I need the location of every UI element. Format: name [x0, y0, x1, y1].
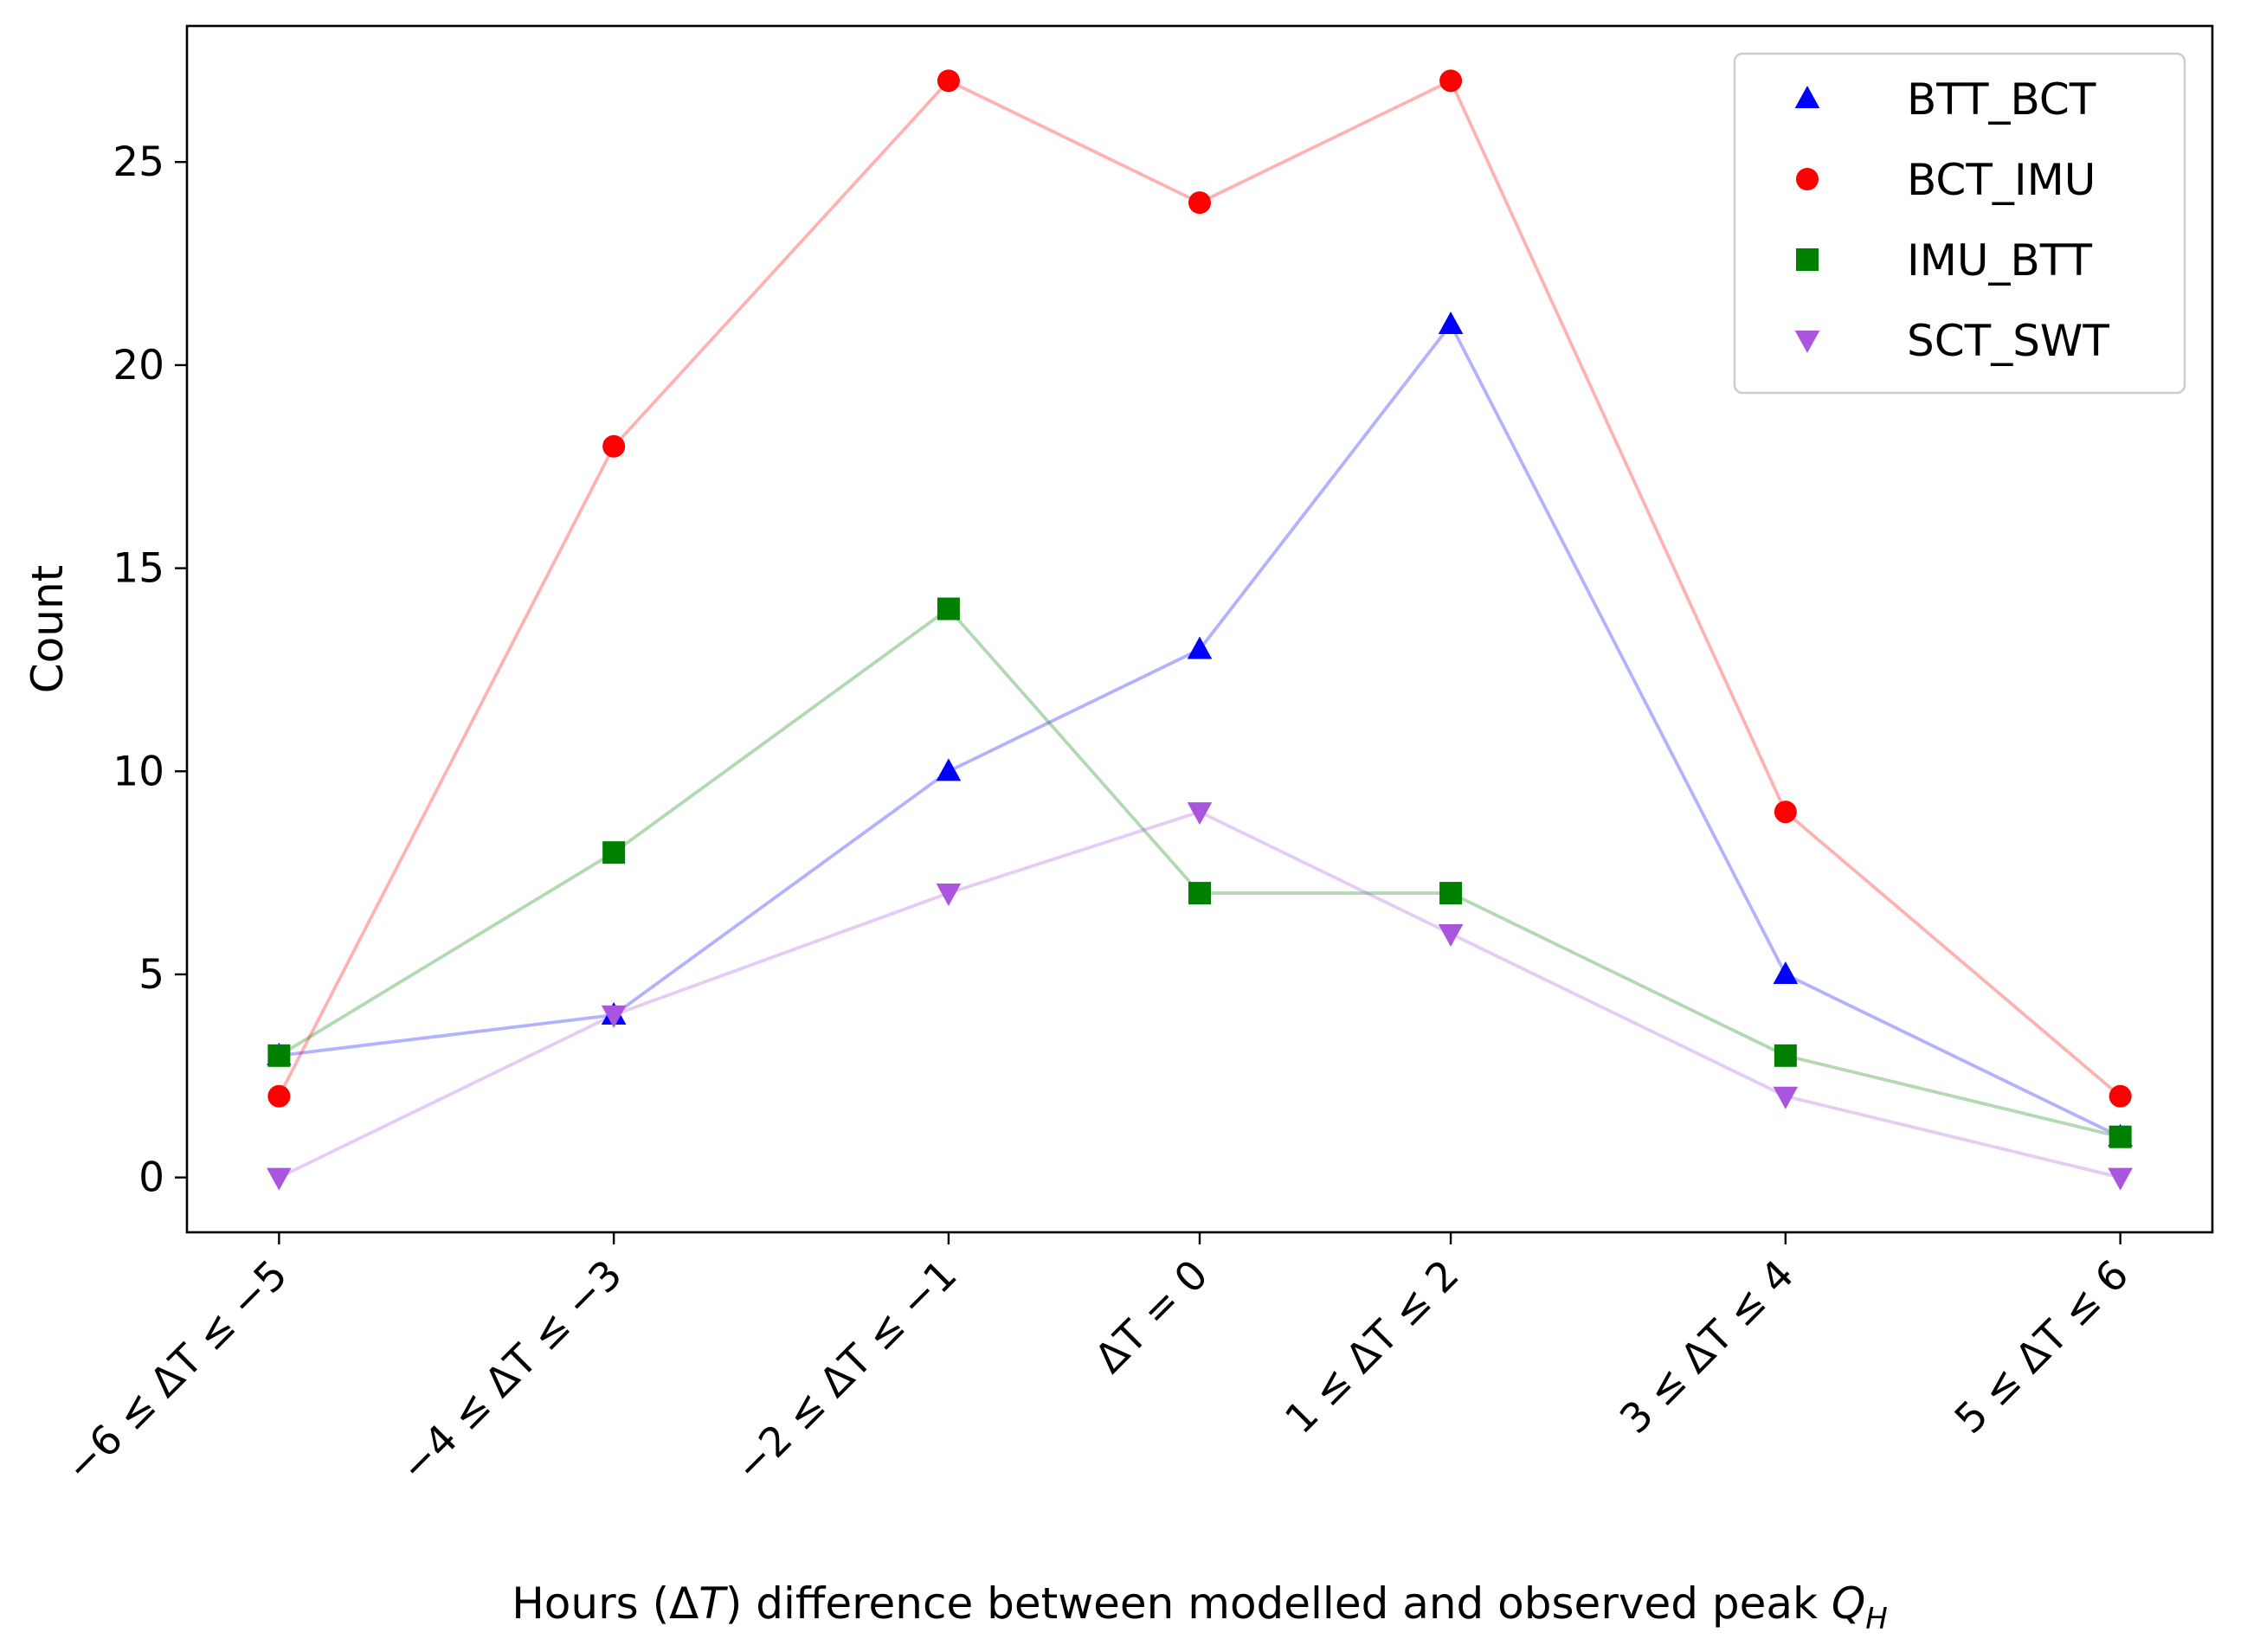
- data-point-sct-swt: [1773, 1086, 1799, 1109]
- data-point-bct-imu: [1188, 191, 1211, 215]
- data-point-btt-bct: [1438, 312, 1464, 335]
- y-tick-label: 0: [138, 1154, 164, 1202]
- y-axis-label: Count: [23, 565, 73, 694]
- y-tick-label: 15: [113, 545, 164, 593]
- data-point-sct-swt: [2108, 1167, 2133, 1191]
- data-point-imu-btt: [602, 841, 626, 865]
- data-point-bct-imu: [267, 1084, 291, 1108]
- legend-marker-btt-bct: [1794, 86, 1820, 109]
- x-axis-label: Hours (ΔT) difference between modelled a…: [512, 1578, 1888, 1636]
- data-point-bct-imu: [2109, 1084, 2132, 1108]
- data-point-bct-imu: [602, 434, 626, 458]
- data-point-bct-imu: [1439, 69, 1463, 93]
- data-point-imu-btt: [1188, 882, 1211, 905]
- data-point-imu-btt: [267, 1044, 291, 1067]
- data-point-imu-btt: [937, 597, 960, 620]
- data-point-bct-imu: [937, 69, 960, 93]
- y-tick-label: 5: [138, 951, 164, 999]
- x-axis-label-text: Hours (Δ: [512, 1578, 699, 1629]
- data-point-bct-imu: [1774, 800, 1797, 824]
- data-point-imu-btt: [2109, 1125, 2132, 1148]
- data-point-sct-swt: [267, 1167, 292, 1191]
- legend-label-bct-imu: BCT_IMU: [1907, 155, 2096, 205]
- data-point-sct-swt: [1187, 802, 1213, 826]
- legend-marker-bct-imu: [1796, 168, 1819, 190]
- legend-marker-sct-swt: [1794, 330, 1820, 353]
- legend-label-sct-swt: SCT_SWT: [1907, 316, 2109, 366]
- data-point-imu-btt: [1774, 1044, 1797, 1067]
- data-point-sct-swt: [601, 1005, 627, 1028]
- x-axis-label-text: ) difference between modelled and observ…: [725, 1578, 1832, 1629]
- x-axis-label-var: T: [699, 1578, 728, 1629]
- legend-label-imu-btt: IMU_BTT: [1907, 235, 2092, 286]
- y-tick-label: 25: [113, 138, 164, 186]
- data-point-imu-btt: [1439, 882, 1463, 905]
- legend: BTT_BCT BCT_IMU IMU_BTT SCT_SWT: [1733, 52, 2186, 395]
- data-point-btt-bct: [1187, 636, 1213, 659]
- data-point-sct-swt: [1438, 923, 1464, 947]
- x-axis-label-subscript: H: [1865, 1602, 1888, 1636]
- y-axis: 0 5 10 15 20 25: [113, 138, 187, 1202]
- x-axis-label-var: Q: [1832, 1578, 1865, 1629]
- series-markers: [267, 69, 2133, 1191]
- y-tick-label: 20: [113, 342, 164, 389]
- legend-label-btt-bct: BTT_BCT: [1907, 74, 2096, 125]
- data-point-btt-bct: [1773, 961, 1799, 985]
- data-point-sct-swt: [936, 884, 962, 907]
- legend-frame: [1733, 52, 2186, 395]
- data-point-btt-bct: [936, 758, 962, 781]
- y-tick-label: 10: [113, 748, 164, 795]
- legend-marker-imu-btt: [1796, 248, 1819, 271]
